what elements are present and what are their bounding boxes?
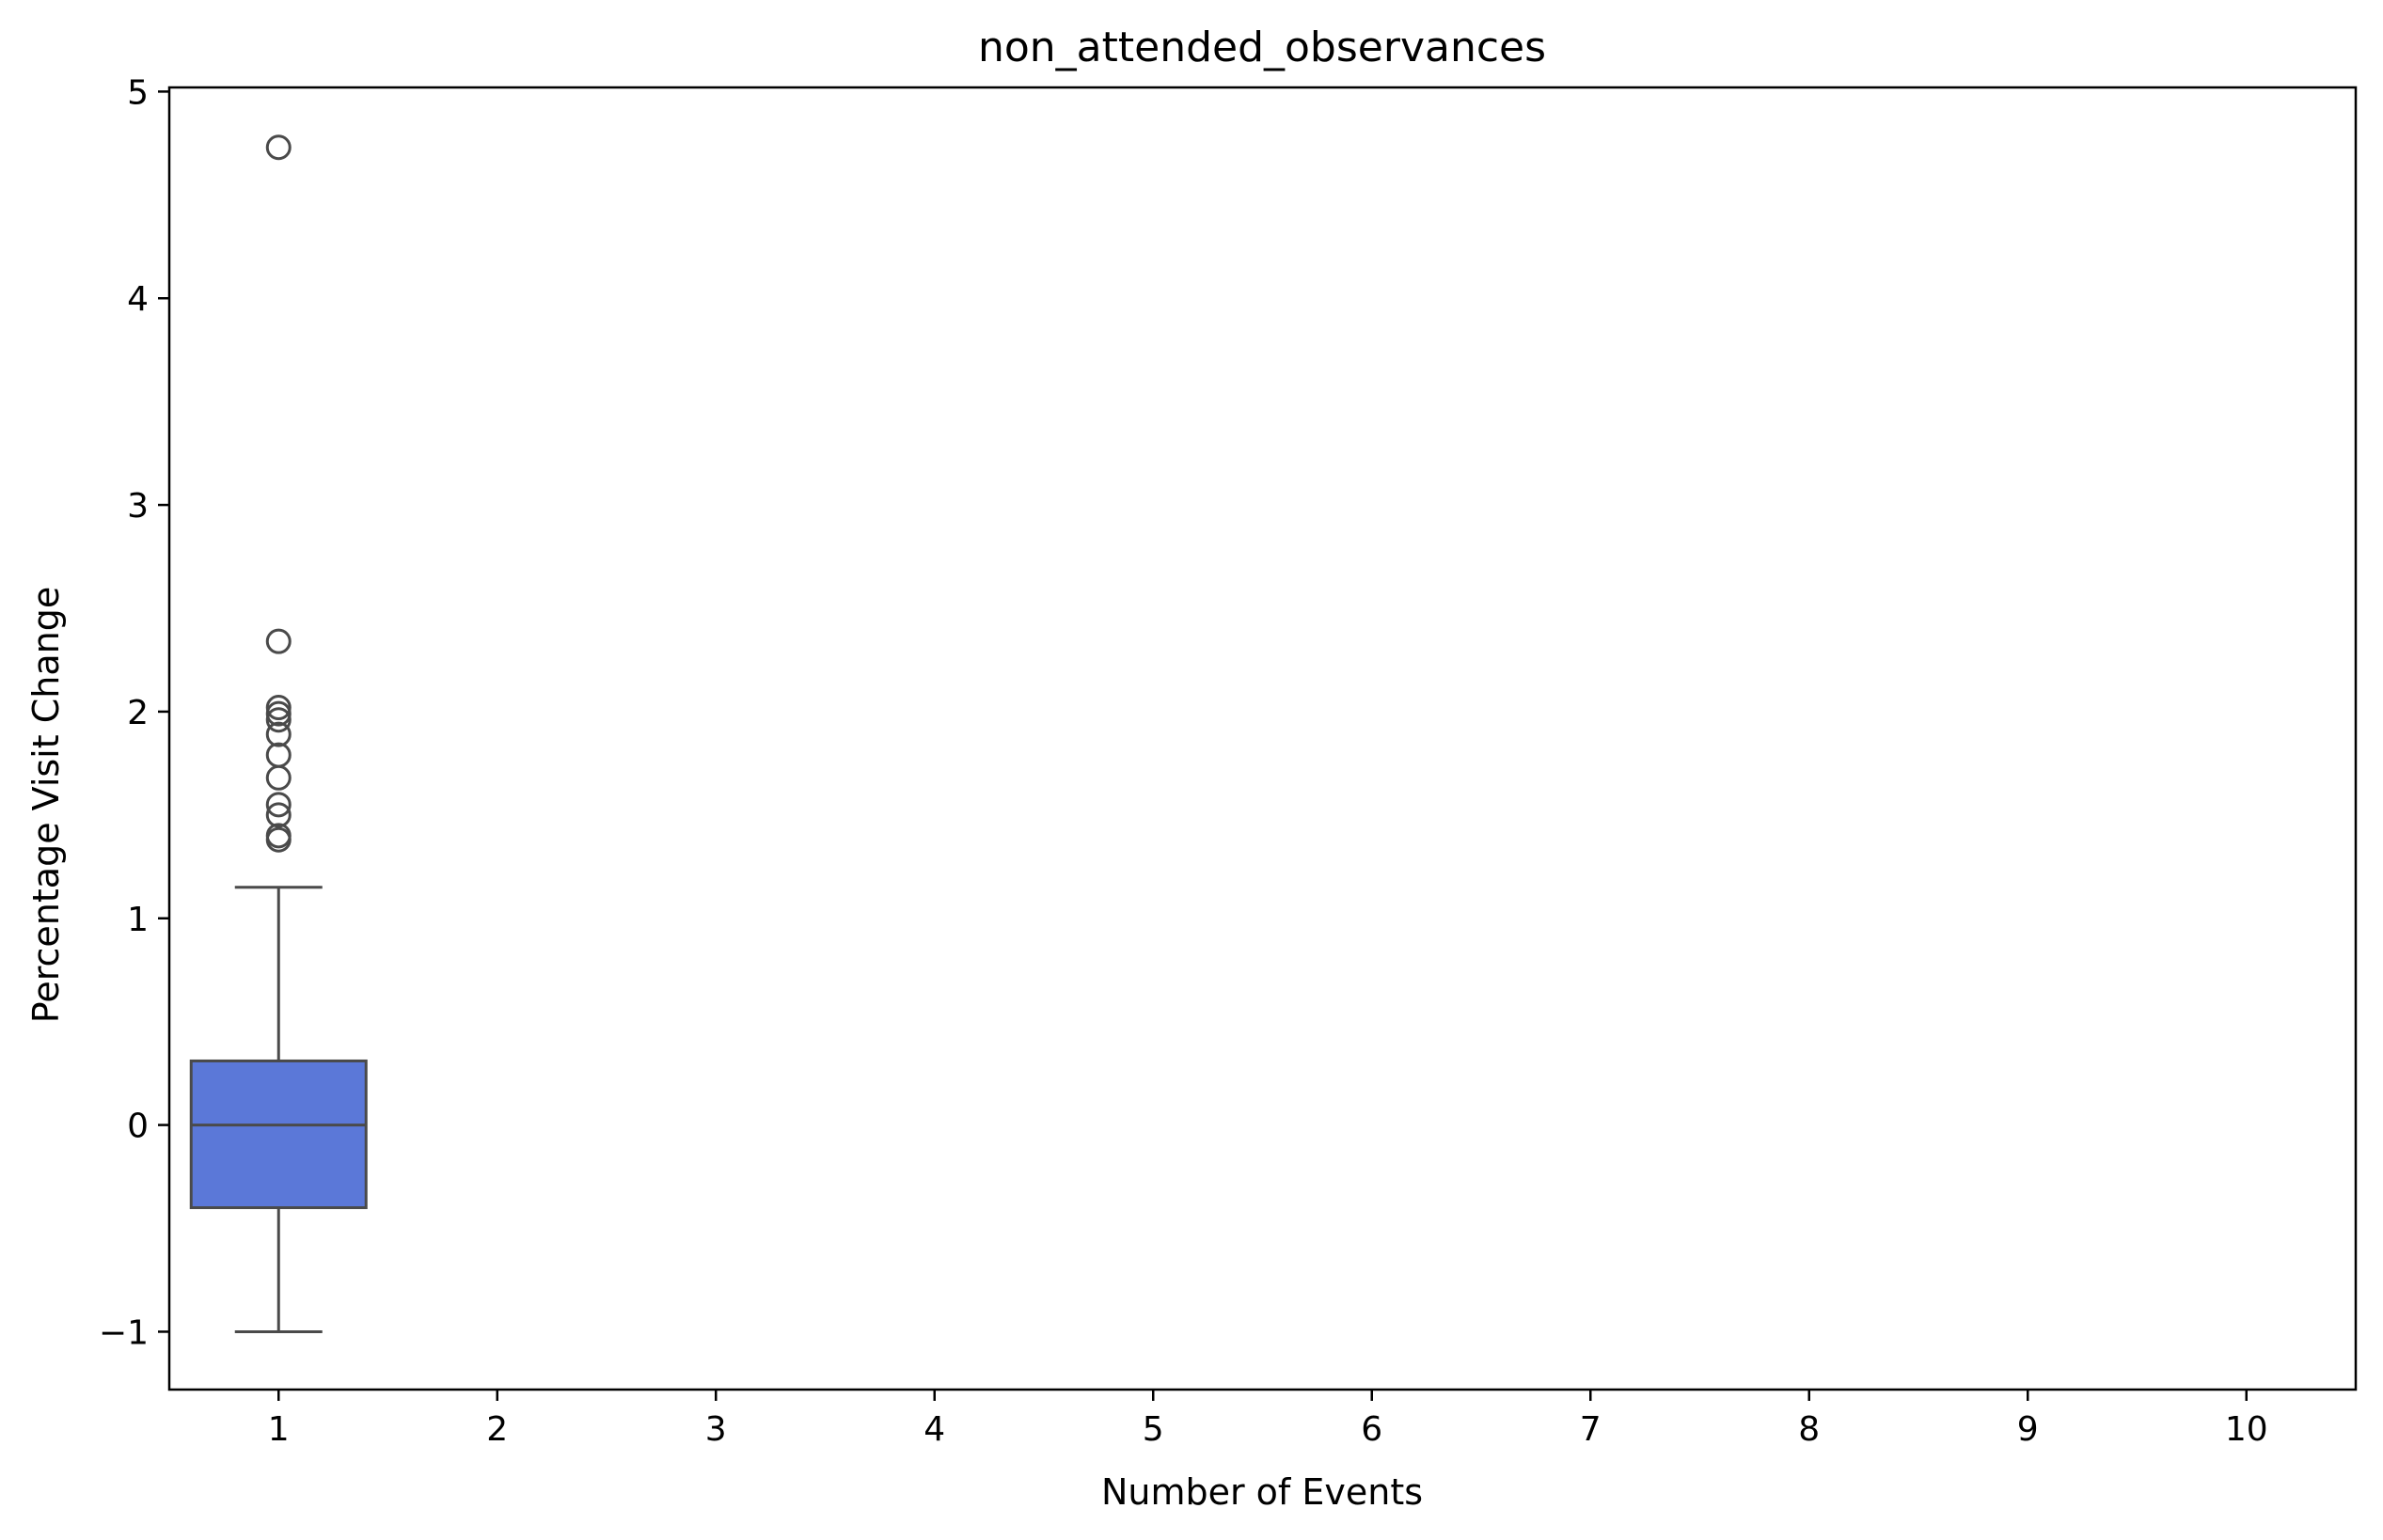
- y-tick-label: 4: [127, 280, 149, 319]
- plot-area: [167, 86, 2358, 1391]
- outlier-point: [265, 628, 292, 654]
- x-tick-label: 7: [1580, 1410, 1602, 1449]
- y-tick-label: 0: [127, 1108, 149, 1146]
- outlier-point: [265, 707, 292, 733]
- outlier-point: [265, 721, 292, 747]
- outlier-point: [265, 700, 292, 727]
- x-tick-label: 8: [1798, 1410, 1820, 1449]
- y-axis-label: Percentage Visit Change: [25, 587, 67, 1023]
- y-tick-label: −1: [99, 1313, 149, 1352]
- x-tick-label: 5: [1143, 1410, 1164, 1449]
- chart-title: non_attended_observances: [978, 24, 1546, 71]
- outlier-point: [265, 134, 292, 161]
- x-tick-label: 10: [2225, 1410, 2268, 1449]
- outlier-point: [265, 695, 292, 721]
- y-tick-label: 5: [127, 73, 149, 112]
- outlier-point: [265, 802, 292, 828]
- outlier-point: [265, 792, 292, 818]
- y-tick-label: 1: [127, 901, 149, 939]
- x-tick-label: 9: [2017, 1410, 2039, 1449]
- outlier-point: [265, 826, 292, 853]
- box-plot-marks: [189, 134, 368, 1333]
- x-tick-label: 1: [268, 1410, 290, 1449]
- x-tick-label: 2: [486, 1410, 508, 1449]
- x-axis-label: Number of Events: [1101, 1471, 1423, 1513]
- y-tick-label: 2: [127, 694, 149, 732]
- x-tick-label: 6: [1361, 1410, 1382, 1449]
- x-axis-ticks: 1 2 3 4 5 6 7 8 9 10: [268, 1390, 2268, 1449]
- box-iqr: [189, 1059, 368, 1210]
- y-tick-label: 3: [127, 487, 149, 526]
- plot-frame: [167, 86, 2358, 1391]
- y-axis-ticks: −1 0 1 2 3 4 5: [99, 73, 169, 1352]
- x-tick-label: 4: [923, 1410, 945, 1449]
- x-tick-label: 3: [705, 1410, 727, 1449]
- outlier-point: [265, 764, 292, 791]
